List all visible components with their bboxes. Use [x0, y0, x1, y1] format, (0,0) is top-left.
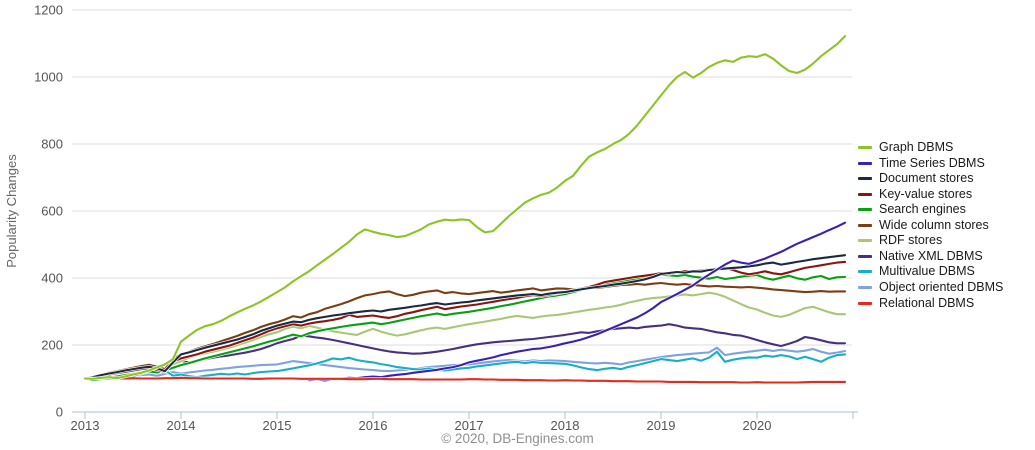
- series-line-time-series-dbms: [307, 221, 847, 382]
- x-tick-label: 2019: [647, 418, 676, 433]
- legend-label: Key-value stores: [879, 186, 973, 201]
- y-tick-label: 1000: [34, 70, 63, 85]
- series-line-search-engines: [83, 273, 847, 382]
- series-layer: [83, 34, 847, 385]
- legend-swatch-key-value-stores: [858, 192, 872, 196]
- legend-item-document-stores[interactable]: Document stores: [858, 172, 973, 185]
- legend-item-relational-dbms[interactable]: Relational DBMS: [858, 295, 975, 310]
- y-tick-label: 200: [41, 338, 63, 353]
- y-tick-label: 400: [41, 271, 63, 286]
- legend-item-multivalue-dbms[interactable]: Multivalue DBMS: [858, 265, 975, 278]
- legend-label: Multivalue DBMS: [879, 264, 975, 279]
- legend-swatch-multivalue-dbms: [858, 270, 872, 274]
- legend-label: Wide column stores: [879, 217, 989, 232]
- series-line-rdf-stores: [83, 291, 847, 380]
- x-tick-label: 2017: [455, 418, 484, 433]
- legend-swatch-relational-dbms: [858, 301, 872, 305]
- legend-swatch-native-xml-dbms: [858, 254, 872, 258]
- legend-label: Relational DBMS: [879, 295, 975, 310]
- x-tick-label: 2014: [167, 418, 196, 433]
- legend-label: RDF stores: [879, 233, 943, 248]
- x-tick-label: 2013: [71, 418, 100, 433]
- legend-swatch-time-series-dbms: [858, 161, 872, 165]
- x-tick-label: 2016: [359, 418, 388, 433]
- legend-item-object-oriented-dbms[interactable]: Object oriented DBMS: [858, 281, 1003, 294]
- legend-swatch-search-engines: [858, 208, 872, 212]
- legend-label: Object oriented DBMS: [879, 280, 1004, 294]
- series-line-graph-dbms: [83, 35, 847, 380]
- series-halo-graph-dbms: [83, 34, 847, 381]
- x-tick-label: 2015: [263, 418, 292, 433]
- legend-item-wide-column-stores[interactable]: Wide column stores: [858, 217, 989, 232]
- legend-swatch-rdf-stores: [858, 239, 872, 243]
- legend-swatch-document-stores: [858, 177, 872, 181]
- legend-item-graph-dbms[interactable]: Graph DBMS: [858, 141, 953, 154]
- legend-item-rdf-stores[interactable]: RDF stores: [858, 234, 942, 247]
- y-axis-label: Popularity Changes: [4, 154, 19, 268]
- y-tick-label: 0: [56, 405, 63, 420]
- legend-label: Document stores: [879, 171, 974, 186]
- legend-item-key-value-stores[interactable]: Key-value stores: [858, 186, 973, 201]
- legend-swatch-graph-dbms: [858, 146, 872, 149]
- x-tick-label: 2020: [743, 418, 772, 433]
- legend-label: Graph DBMS: [879, 140, 954, 154]
- x-tick-label: 2018: [551, 418, 580, 433]
- legend-item-native-xml-dbms[interactable]: Native XML DBMS: [858, 248, 983, 263]
- legend-label: Search engines: [879, 202, 966, 217]
- legend-swatch-wide-column-stores: [858, 223, 872, 227]
- legend-label: Time Series DBMS: [879, 155, 985, 170]
- x-axis: 2013 2014 2015 2016 2017 2018 2019 2020: [71, 411, 858, 433]
- legend-swatch-object-oriented-dbms: [858, 286, 872, 289]
- y-tick-label: 800: [41, 137, 63, 152]
- legend-item-search-engines[interactable]: Search engines: [858, 203, 966, 216]
- legend-item-time-series-dbms[interactable]: Time Series DBMS: [858, 155, 985, 170]
- series-line-relational-dbms: [83, 376, 847, 384]
- chart-footer: © 2020, DB-Engines.com: [441, 431, 594, 446]
- y-tick-label: 1200: [34, 3, 63, 18]
- legend-label: Native XML DBMS: [879, 248, 983, 263]
- series-line-multivalue-dbms: [83, 350, 847, 380]
- y-tick-label: 600: [41, 204, 63, 219]
- grid-layer: 0 200 400 600 800 1000 1200: [34, 3, 852, 420]
